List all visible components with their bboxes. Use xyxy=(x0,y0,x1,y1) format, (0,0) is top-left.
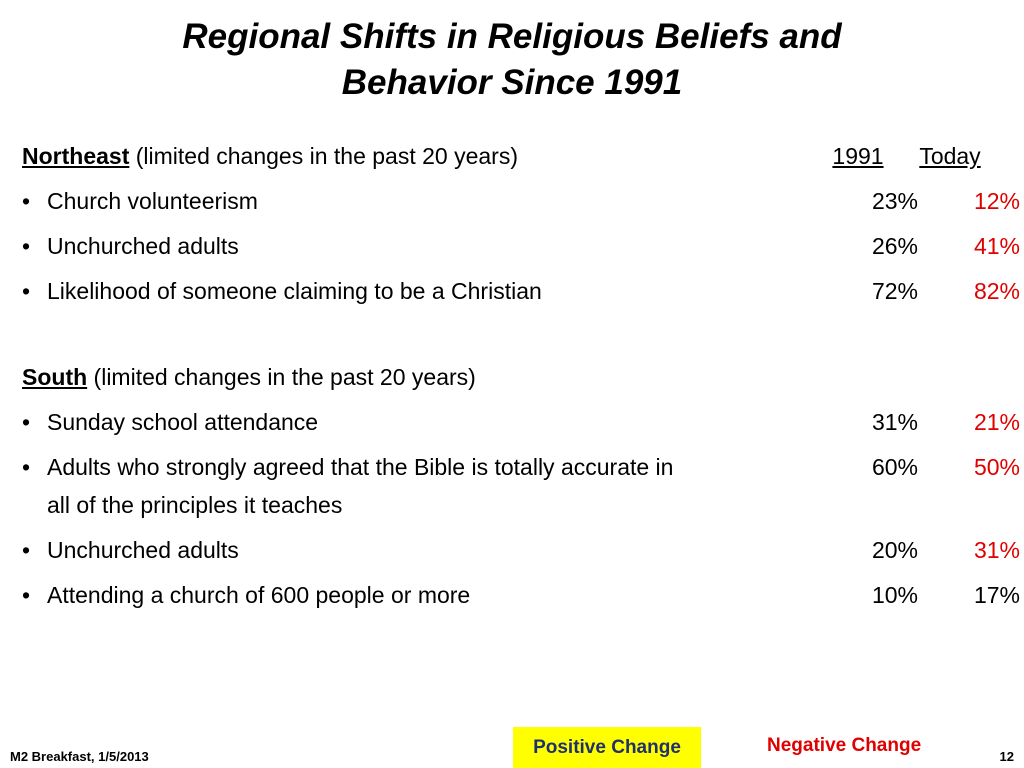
row: • Adults who strongly agreed that the Bib… xyxy=(22,448,1020,524)
value-today: 12% xyxy=(973,188,1020,214)
section-label: South (limited changes in the past 20 ye… xyxy=(22,358,1002,396)
section-header: Northeast (limited changes in the past 2… xyxy=(22,137,1002,175)
value-1991: 60% xyxy=(871,454,918,480)
value-1991: 23% xyxy=(871,188,918,214)
section: South (limited changes in the past 20 ye… xyxy=(22,358,1020,614)
bullet: • xyxy=(22,278,31,304)
bullet: • xyxy=(22,233,31,259)
value-1991: 72% xyxy=(871,278,918,304)
value-today: 41% xyxy=(973,233,1020,259)
section: Northeast (limited changes in the past 2… xyxy=(22,137,1020,310)
row-label: Attending a church of 600 people or more xyxy=(47,582,471,608)
value-today: 31% xyxy=(973,537,1020,563)
column-header: Today xyxy=(919,143,981,169)
row: • Unchurched adults 20% 31% xyxy=(22,531,1020,569)
row: • Unchurched adults 26% 41% xyxy=(22,227,1020,265)
bullet: • xyxy=(22,454,31,480)
value-1991: 31% xyxy=(871,409,918,435)
column-header: 1991 xyxy=(832,143,884,169)
section-header: South (limited changes in the past 20 ye… xyxy=(22,358,1002,396)
section-name: South xyxy=(22,364,88,390)
slide-title: Regional Shifts in Religious Beliefs and… xyxy=(182,17,842,102)
section-note: (limited changes in the past 20 years) xyxy=(93,364,476,390)
row-label: Unchurched adults xyxy=(47,537,239,563)
row-label: Unchurched adults xyxy=(47,233,239,259)
row-label: Likelihood of someone claiming to be a C… xyxy=(47,278,542,304)
value-1991: 20% xyxy=(871,537,918,563)
bullet: • xyxy=(22,582,31,608)
row: • Attending a church of 600 people or mor… xyxy=(22,576,1020,614)
page-number: 12 xyxy=(999,749,1014,764)
bullet: • xyxy=(22,188,31,214)
content: Northeast (limited changes in the past 2… xyxy=(22,137,1020,614)
section-name: Northeast xyxy=(22,143,130,169)
row: • Sunday school attendance 31% 21% xyxy=(22,403,1020,441)
row: • Likelihood of someone claiming to be a … xyxy=(22,272,1020,310)
section-label: Northeast (limited changes in the past 2… xyxy=(22,137,818,175)
legend-negative: Negative Change xyxy=(767,735,922,756)
bullet: • xyxy=(22,537,31,563)
bullet: • xyxy=(22,409,31,435)
row: • Church volunteerism 23% 12% xyxy=(22,182,1020,220)
value-today: 21% xyxy=(973,409,1020,435)
value-today: 50% xyxy=(973,454,1020,480)
value-today: 82% xyxy=(973,278,1020,304)
row-label: Adults who strongly agreed that the Bibl… xyxy=(47,454,674,518)
value-1991: 26% xyxy=(871,233,918,259)
value-1991: 10% xyxy=(871,582,918,608)
row-label: Church volunteerism xyxy=(47,188,258,214)
row-label: Sunday school attendance xyxy=(47,409,319,435)
footer-text: M2 Breakfast, 1/5/2013 xyxy=(10,749,149,764)
legend-positive: Positive Change xyxy=(513,727,701,768)
value-today: 17% xyxy=(973,582,1020,608)
section-note: (limited changes in the past 20 years) xyxy=(135,143,519,169)
